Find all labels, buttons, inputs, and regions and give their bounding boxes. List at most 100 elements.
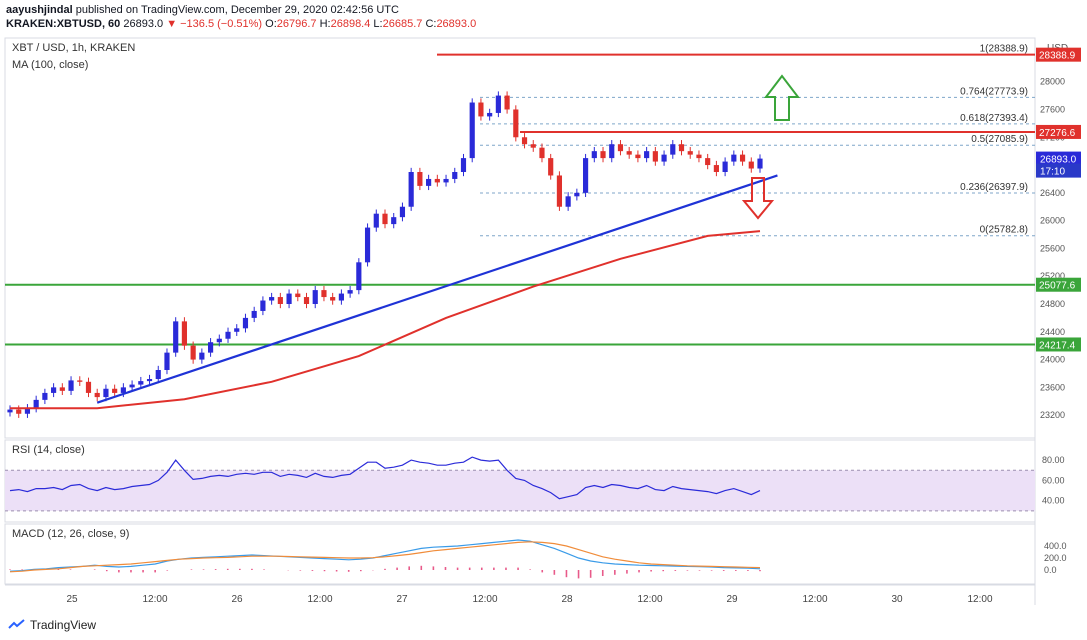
candle-body: [487, 112, 493, 117]
footer-brand[interactable]: TradingView: [8, 618, 96, 632]
candle-body: [731, 154, 737, 162]
candle-body: [687, 151, 693, 155]
high-label: H:: [319, 18, 331, 30]
time-tick-label: 25: [66, 594, 78, 605]
fib-level-label: 0.236(26397.9): [960, 182, 1028, 193]
candle-body: [190, 345, 196, 360]
candle-body: [696, 154, 702, 159]
candle-body: [443, 178, 449, 183]
candle-body: [373, 213, 379, 228]
candle-body: [626, 151, 632, 155]
fib-level-label: 0.5(27085.9): [971, 134, 1028, 145]
fib-level-label: 0.764(27773.9): [960, 86, 1028, 97]
candle-body: [617, 144, 624, 152]
last-price-tag: [1036, 151, 1081, 166]
candle-body: [207, 342, 214, 353]
candle-body: [51, 387, 57, 393]
candle-body: [94, 392, 100, 398]
candle-body: [7, 409, 13, 413]
candle-body: [574, 192, 580, 197]
candle-body: [155, 370, 161, 380]
candle-body: [504, 95, 510, 110]
candle-body: [609, 144, 615, 159]
low-value: 26685.7: [382, 18, 423, 30]
candle-body: [408, 172, 414, 207]
fib-level-label: 0.618(27393.4): [960, 113, 1028, 124]
candle-body: [173, 321, 179, 353]
candle-body: [103, 388, 109, 398]
level-price-tag: [1036, 337, 1081, 352]
candle-body: [199, 352, 205, 360]
candle-body: [42, 392, 48, 400]
candle-body: [556, 175, 563, 207]
macd-tick-label: 200.0: [1044, 553, 1067, 563]
candle-body: [59, 387, 65, 391]
candle-body: [713, 165, 719, 172]
price-tick-label: 24400: [1040, 327, 1065, 337]
rsi-legend: RSI (14, close): [12, 444, 85, 456]
candle-body: [426, 178, 432, 186]
candle-body: [478, 102, 484, 117]
last-price: 26893.0: [123, 18, 164, 30]
candle-body: [338, 293, 344, 301]
publication-header: aayushjindal published on TradingView.co…: [6, 3, 476, 31]
price-tick-label: 27600: [1040, 104, 1065, 114]
candle-body: [391, 217, 397, 225]
candle-body: [347, 290, 353, 294]
rsi-tick-label: 60.00: [1042, 475, 1065, 485]
fib-level-label: 0(25782.8): [980, 225, 1028, 236]
author-name[interactable]: aayushjindal: [6, 4, 73, 16]
bullish-arrow-icon: [763, 74, 801, 121]
last-price-tag-text: 17:10: [1040, 167, 1065, 178]
time-tick-label: 12:00: [307, 594, 332, 605]
candle-body: [85, 381, 92, 393]
candle-body: [216, 338, 222, 343]
candle-body: [251, 310, 257, 318]
rsi-tick-label: 80.00: [1042, 455, 1065, 465]
candle-body: [548, 158, 554, 176]
candle-body: [739, 154, 746, 162]
candle-body: [678, 144, 685, 152]
candle-body: [330, 297, 336, 301]
time-tick-label: 28: [561, 594, 573, 605]
level-price-tag: [1036, 47, 1081, 62]
signal-line: [9, 541, 761, 573]
candle-body: [321, 290, 327, 298]
level-price-tag: [1036, 277, 1081, 292]
time-tick-label: 26: [231, 594, 243, 605]
price-tick-label: 24000: [1040, 355, 1065, 365]
candle-body: [757, 158, 763, 169]
candle-body: [286, 293, 292, 304]
candle-body: [705, 158, 711, 166]
macd-tick-label: 0.0: [1044, 565, 1057, 575]
candle-body: [417, 172, 423, 186]
last-price-tag-text: 26893.0: [1040, 155, 1077, 166]
rsi-band: [5, 470, 1035, 511]
candle-body: [382, 213, 388, 225]
open-label: O:: [265, 18, 277, 30]
macd-pane: [4, 523, 1036, 585]
low-label: L:: [373, 18, 383, 30]
rsi-tick-label: 40.00: [1042, 496, 1065, 506]
candle-body: [242, 317, 249, 329]
price-tick-label: 26400: [1040, 188, 1065, 198]
candle-body: [600, 151, 606, 159]
time-tick-label: 12:00: [472, 594, 497, 605]
candle-body: [530, 144, 536, 148]
candle-body: [77, 380, 83, 382]
price-tick-label: 23600: [1040, 382, 1065, 392]
time-tick-label: 12:00: [967, 594, 992, 605]
price-tick-label: 25600: [1040, 243, 1065, 253]
symbol-ticker: KRAKEN:XBTUSD, 60: [6, 18, 121, 30]
macd-tick-label: 400.0: [1044, 541, 1067, 551]
price-tick-label: 28000: [1040, 77, 1065, 87]
candle-body: [138, 381, 144, 385]
candle-body: [269, 297, 275, 301]
macd-legend: MACD (12, 26, close, 9): [12, 528, 130, 540]
level-price-tag-text: 28388.9: [1039, 51, 1076, 62]
candle-body: [277, 297, 283, 304]
high-value: 26898.4: [330, 18, 371, 30]
bearish-arrow-icon: [741, 177, 775, 220]
candle-body: [364, 227, 371, 263]
